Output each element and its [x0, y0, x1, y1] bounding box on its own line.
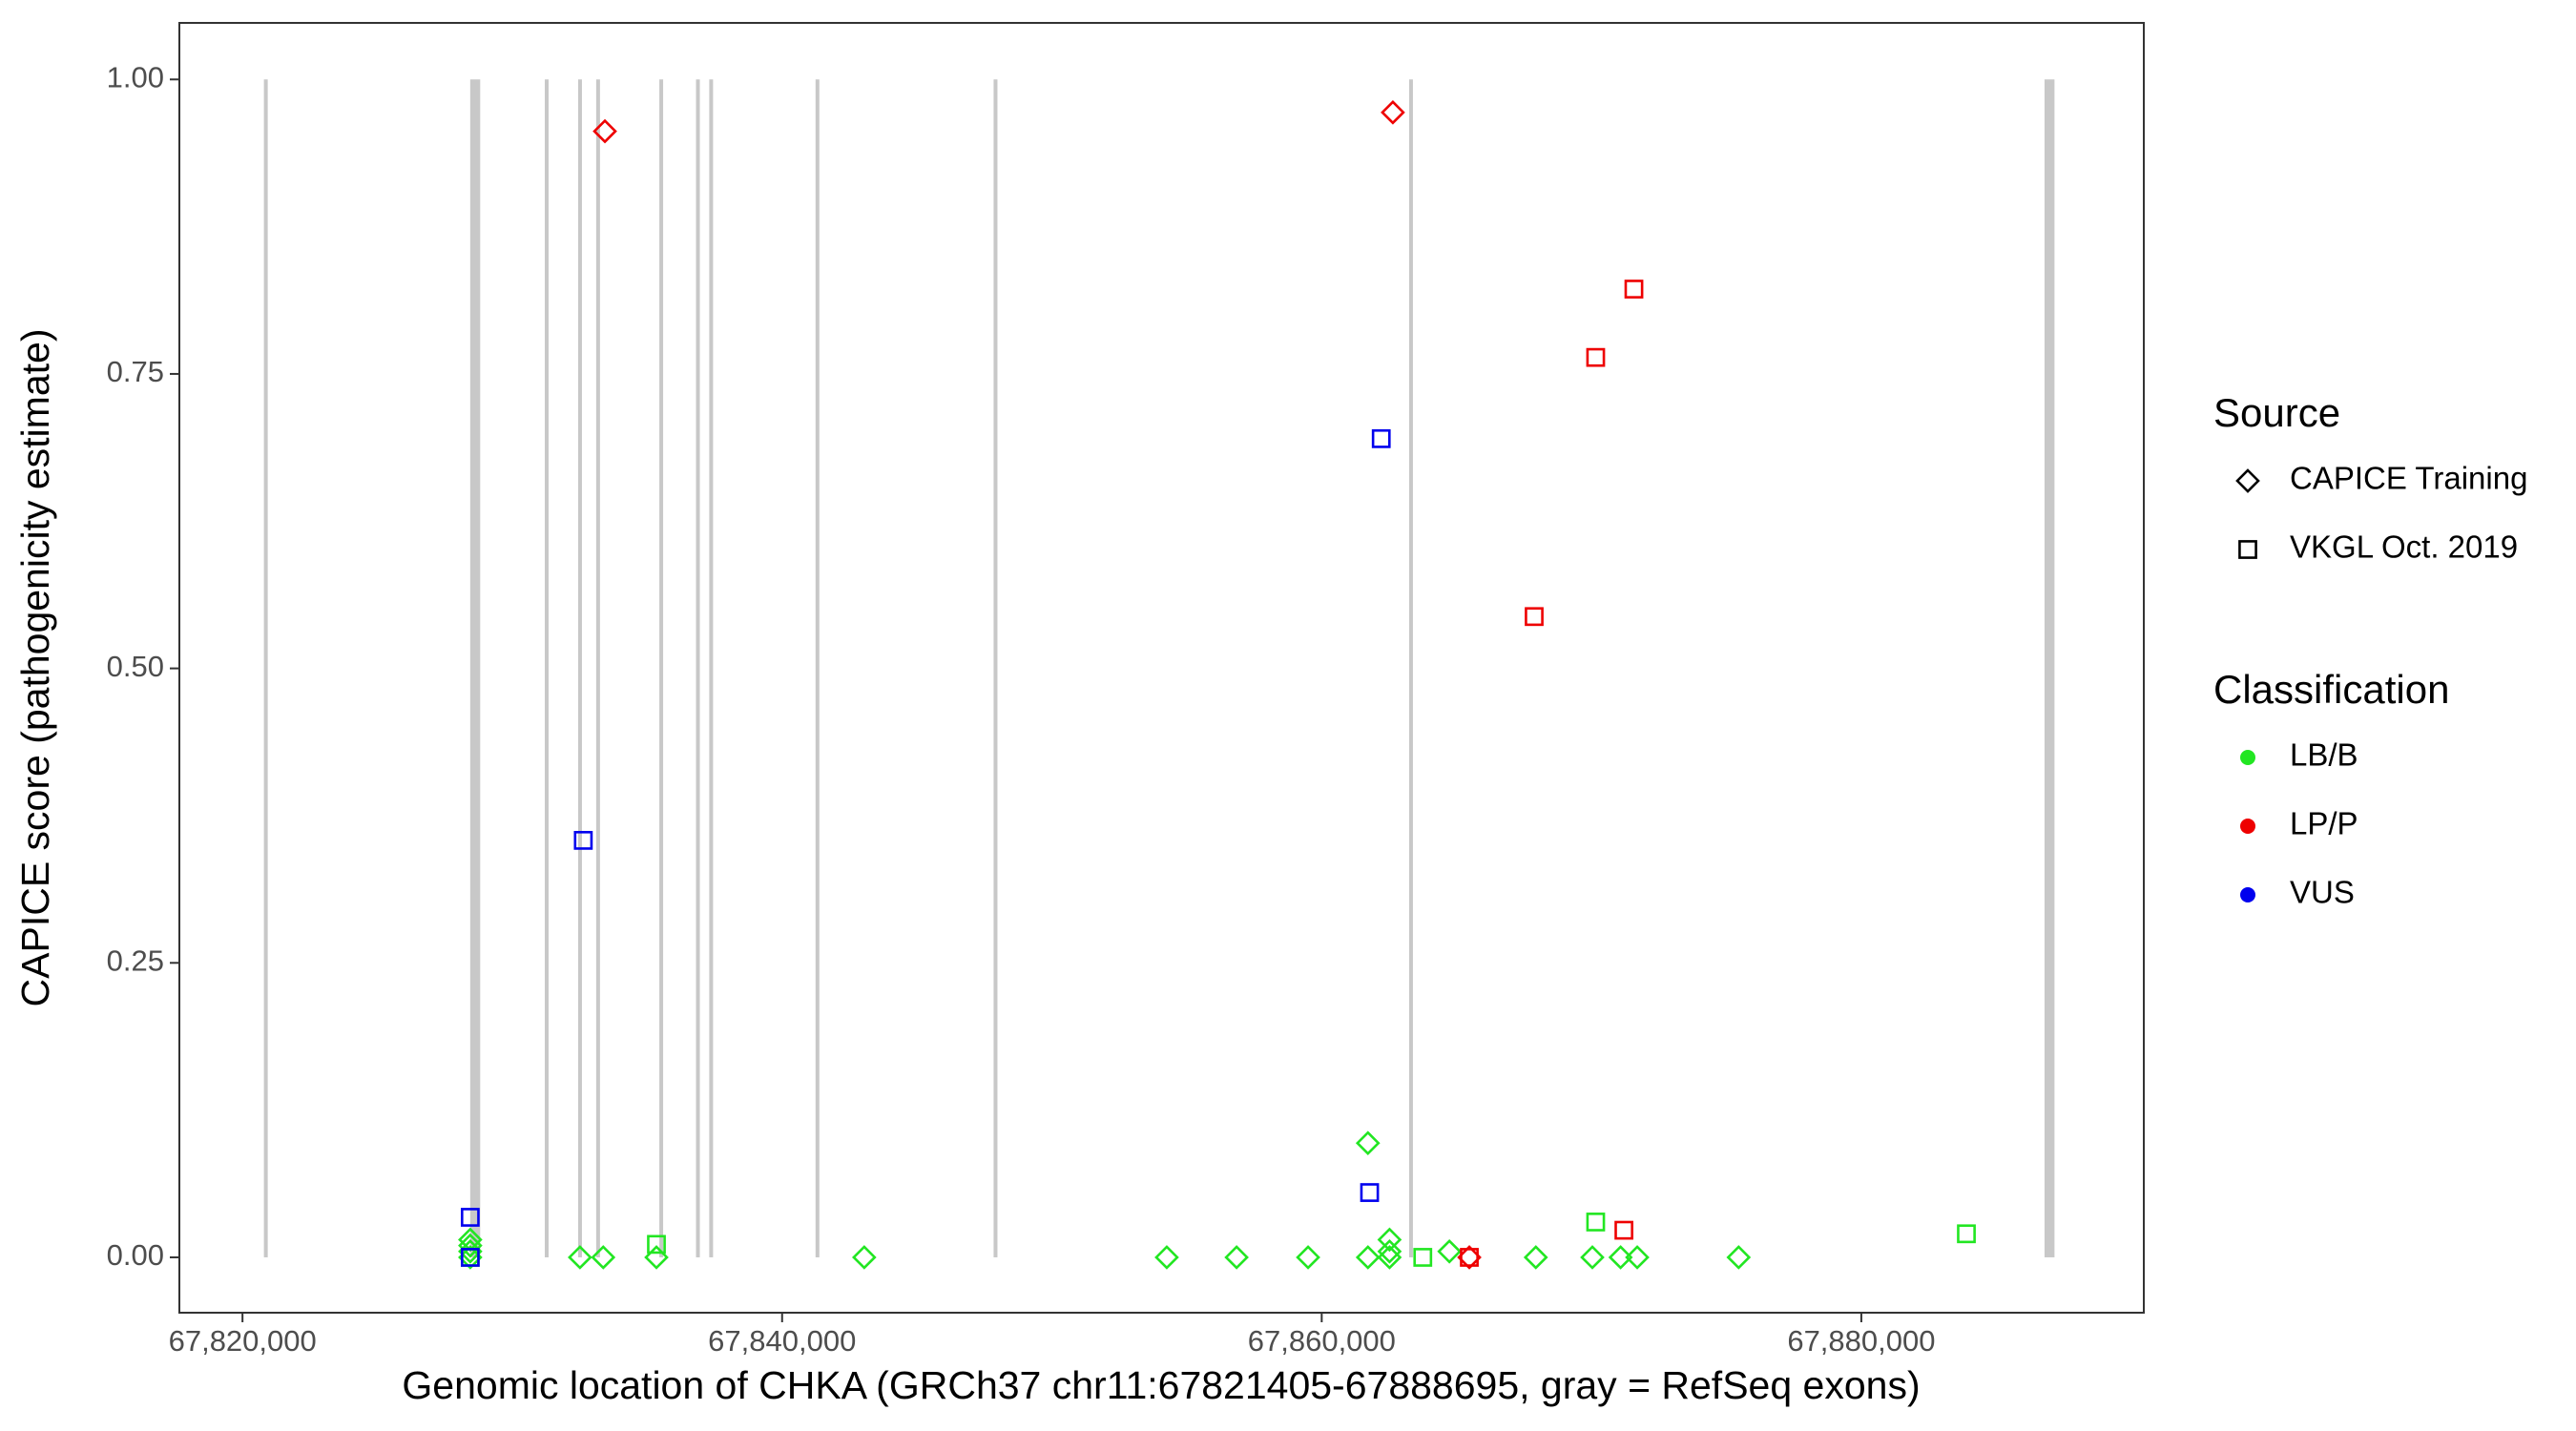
legend-label: LB/B — [2290, 737, 2358, 773]
x-axis-title: Genomic location of CHKA (GRCh37 chr11:6… — [402, 1363, 1920, 1407]
point — [1460, 1248, 1479, 1267]
point — [1377, 1227, 1402, 1253]
exon — [709, 79, 714, 1257]
exon — [577, 79, 582, 1257]
point — [1413, 1248, 1433, 1267]
x-tick-label: 67,860,000 — [1248, 1324, 1396, 1358]
point — [1625, 1245, 1650, 1270]
x-tick-label: 67,820,000 — [169, 1324, 317, 1358]
y-axis-title: CAPICE score (pathogenicity estimate) — [13, 329, 57, 1007]
point — [1381, 99, 1405, 125]
y-tick-label: 0.75 — [107, 355, 164, 388]
point — [568, 1245, 592, 1270]
point — [1957, 1224, 1976, 1244]
legend-marker — [2240, 887, 2255, 902]
exon — [993, 79, 998, 1257]
point — [1580, 1245, 1605, 1270]
point — [1726, 1245, 1752, 1270]
legend-marker — [2235, 468, 2260, 493]
point — [1377, 1238, 1402, 1264]
x-tick-label: 67,880,000 — [1787, 1324, 1935, 1358]
point — [851, 1245, 877, 1270]
point — [1224, 1245, 1249, 1270]
point — [1296, 1245, 1320, 1270]
legend-marker — [2240, 750, 2255, 765]
x-tick-label: 67,840,000 — [708, 1324, 856, 1358]
point — [1614, 1220, 1633, 1240]
y-tick-label: 1.00 — [107, 60, 164, 93]
legend-marker — [2238, 540, 2257, 559]
exon — [545, 79, 550, 1257]
legend-label: VKGL Oct. 2019 — [2290, 529, 2518, 565]
legend-label: VUS — [2290, 875, 2355, 910]
exon — [2044, 79, 2055, 1257]
point — [1525, 607, 1544, 627]
y-tick-label: 0.25 — [107, 944, 164, 977]
y-tick-label: 0.00 — [107, 1238, 164, 1272]
point — [1437, 1238, 1462, 1264]
point — [1371, 428, 1391, 448]
point — [647, 1234, 666, 1255]
point — [591, 1245, 616, 1270]
point — [1355, 1245, 1381, 1270]
panel-border — [178, 22, 2145, 1314]
point — [573, 831, 593, 850]
point — [1154, 1245, 1179, 1270]
exon — [815, 79, 820, 1257]
legend-title: Classification — [2213, 667, 2449, 712]
point — [460, 1248, 480, 1267]
point — [1586, 347, 1606, 367]
exon — [696, 79, 700, 1257]
exon — [263, 79, 268, 1257]
point — [1360, 1183, 1380, 1202]
point — [592, 118, 617, 144]
exon — [469, 79, 481, 1257]
point — [644, 1245, 669, 1270]
point — [460, 1208, 480, 1227]
point — [1608, 1245, 1633, 1270]
exon — [595, 79, 600, 1257]
point — [1523, 1245, 1548, 1270]
y-tick-label: 0.50 — [107, 650, 164, 683]
exon — [659, 79, 664, 1257]
legend-title: Source — [2213, 390, 2340, 435]
exon — [1408, 79, 1413, 1257]
point — [1624, 280, 1644, 299]
point — [1355, 1130, 1381, 1156]
legend-label: LP/P — [2290, 806, 2358, 841]
point — [1586, 1213, 1606, 1232]
legend-label: CAPICE Training — [2290, 461, 2527, 496]
legend-marker — [2240, 819, 2255, 834]
